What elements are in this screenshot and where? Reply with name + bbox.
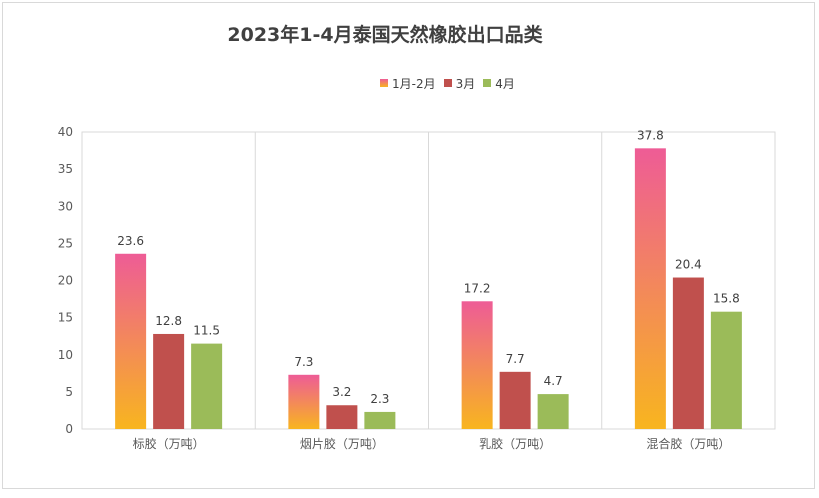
legend-swatch-series-2	[443, 79, 452, 87]
bar	[288, 374, 320, 429]
y-tick-label: 0	[65, 422, 73, 436]
legend-item-series-1: 1月-2月	[380, 75, 436, 92]
legend-label-series-2: 3月	[455, 76, 476, 91]
legend-label-series-1: 1月-2月	[392, 76, 436, 91]
y-tick-label: 15	[58, 311, 73, 325]
bar	[364, 411, 396, 429]
bar	[537, 394, 569, 429]
legend-swatch-series-3	[483, 79, 492, 87]
y-tick-label: 20	[58, 274, 73, 288]
y-tick-label: 5	[65, 385, 73, 399]
bar	[461, 301, 493, 429]
bar	[499, 371, 531, 429]
x-tick-label: 混合胶（万吨）	[646, 436, 730, 451]
chart-title: 2023年1-4月泰国天然橡胶出口品类	[227, 24, 543, 46]
bar	[191, 343, 223, 429]
data-label: 37.8	[637, 128, 664, 142]
legend-swatch-series-1	[380, 79, 388, 87]
legend-item-series-3: 4月	[483, 75, 515, 92]
y-tick-label: 35	[58, 162, 73, 176]
legend-item-series-2: 3月	[443, 75, 476, 92]
data-label: 7.3	[294, 355, 313, 369]
legend-label-series-3: 4月	[495, 76, 515, 91]
data-label: 7.7	[506, 352, 525, 366]
x-tick-label: 乳胶（万吨）	[479, 436, 551, 451]
bar	[153, 333, 185, 429]
y-tick-label: 40	[58, 125, 73, 139]
data-label: 3.2	[332, 385, 351, 399]
data-label: 11.5	[193, 324, 220, 338]
x-tick-label: 标胶（万吨）	[133, 436, 205, 451]
y-tick-label: 10	[58, 348, 73, 362]
y-tick-label: 30	[58, 199, 73, 213]
data-label: 23.6	[117, 234, 144, 248]
y-tick-label: 25	[58, 236, 73, 250]
bar	[710, 311, 742, 429]
data-label: 20.4	[675, 258, 702, 272]
bar	[326, 405, 358, 429]
data-label: 2.3	[370, 392, 389, 406]
bar	[672, 277, 704, 429]
data-label: 15.8	[713, 292, 740, 306]
data-label: 17.2	[464, 281, 491, 295]
bar	[634, 148, 666, 429]
bar	[115, 253, 147, 429]
x-tick-label: 烟片胶（万吨）	[300, 436, 384, 451]
chart-legend: 1月-2月 3月 4月	[380, 74, 523, 92]
data-label: 12.8	[155, 314, 182, 328]
data-label: 4.7	[544, 374, 563, 388]
